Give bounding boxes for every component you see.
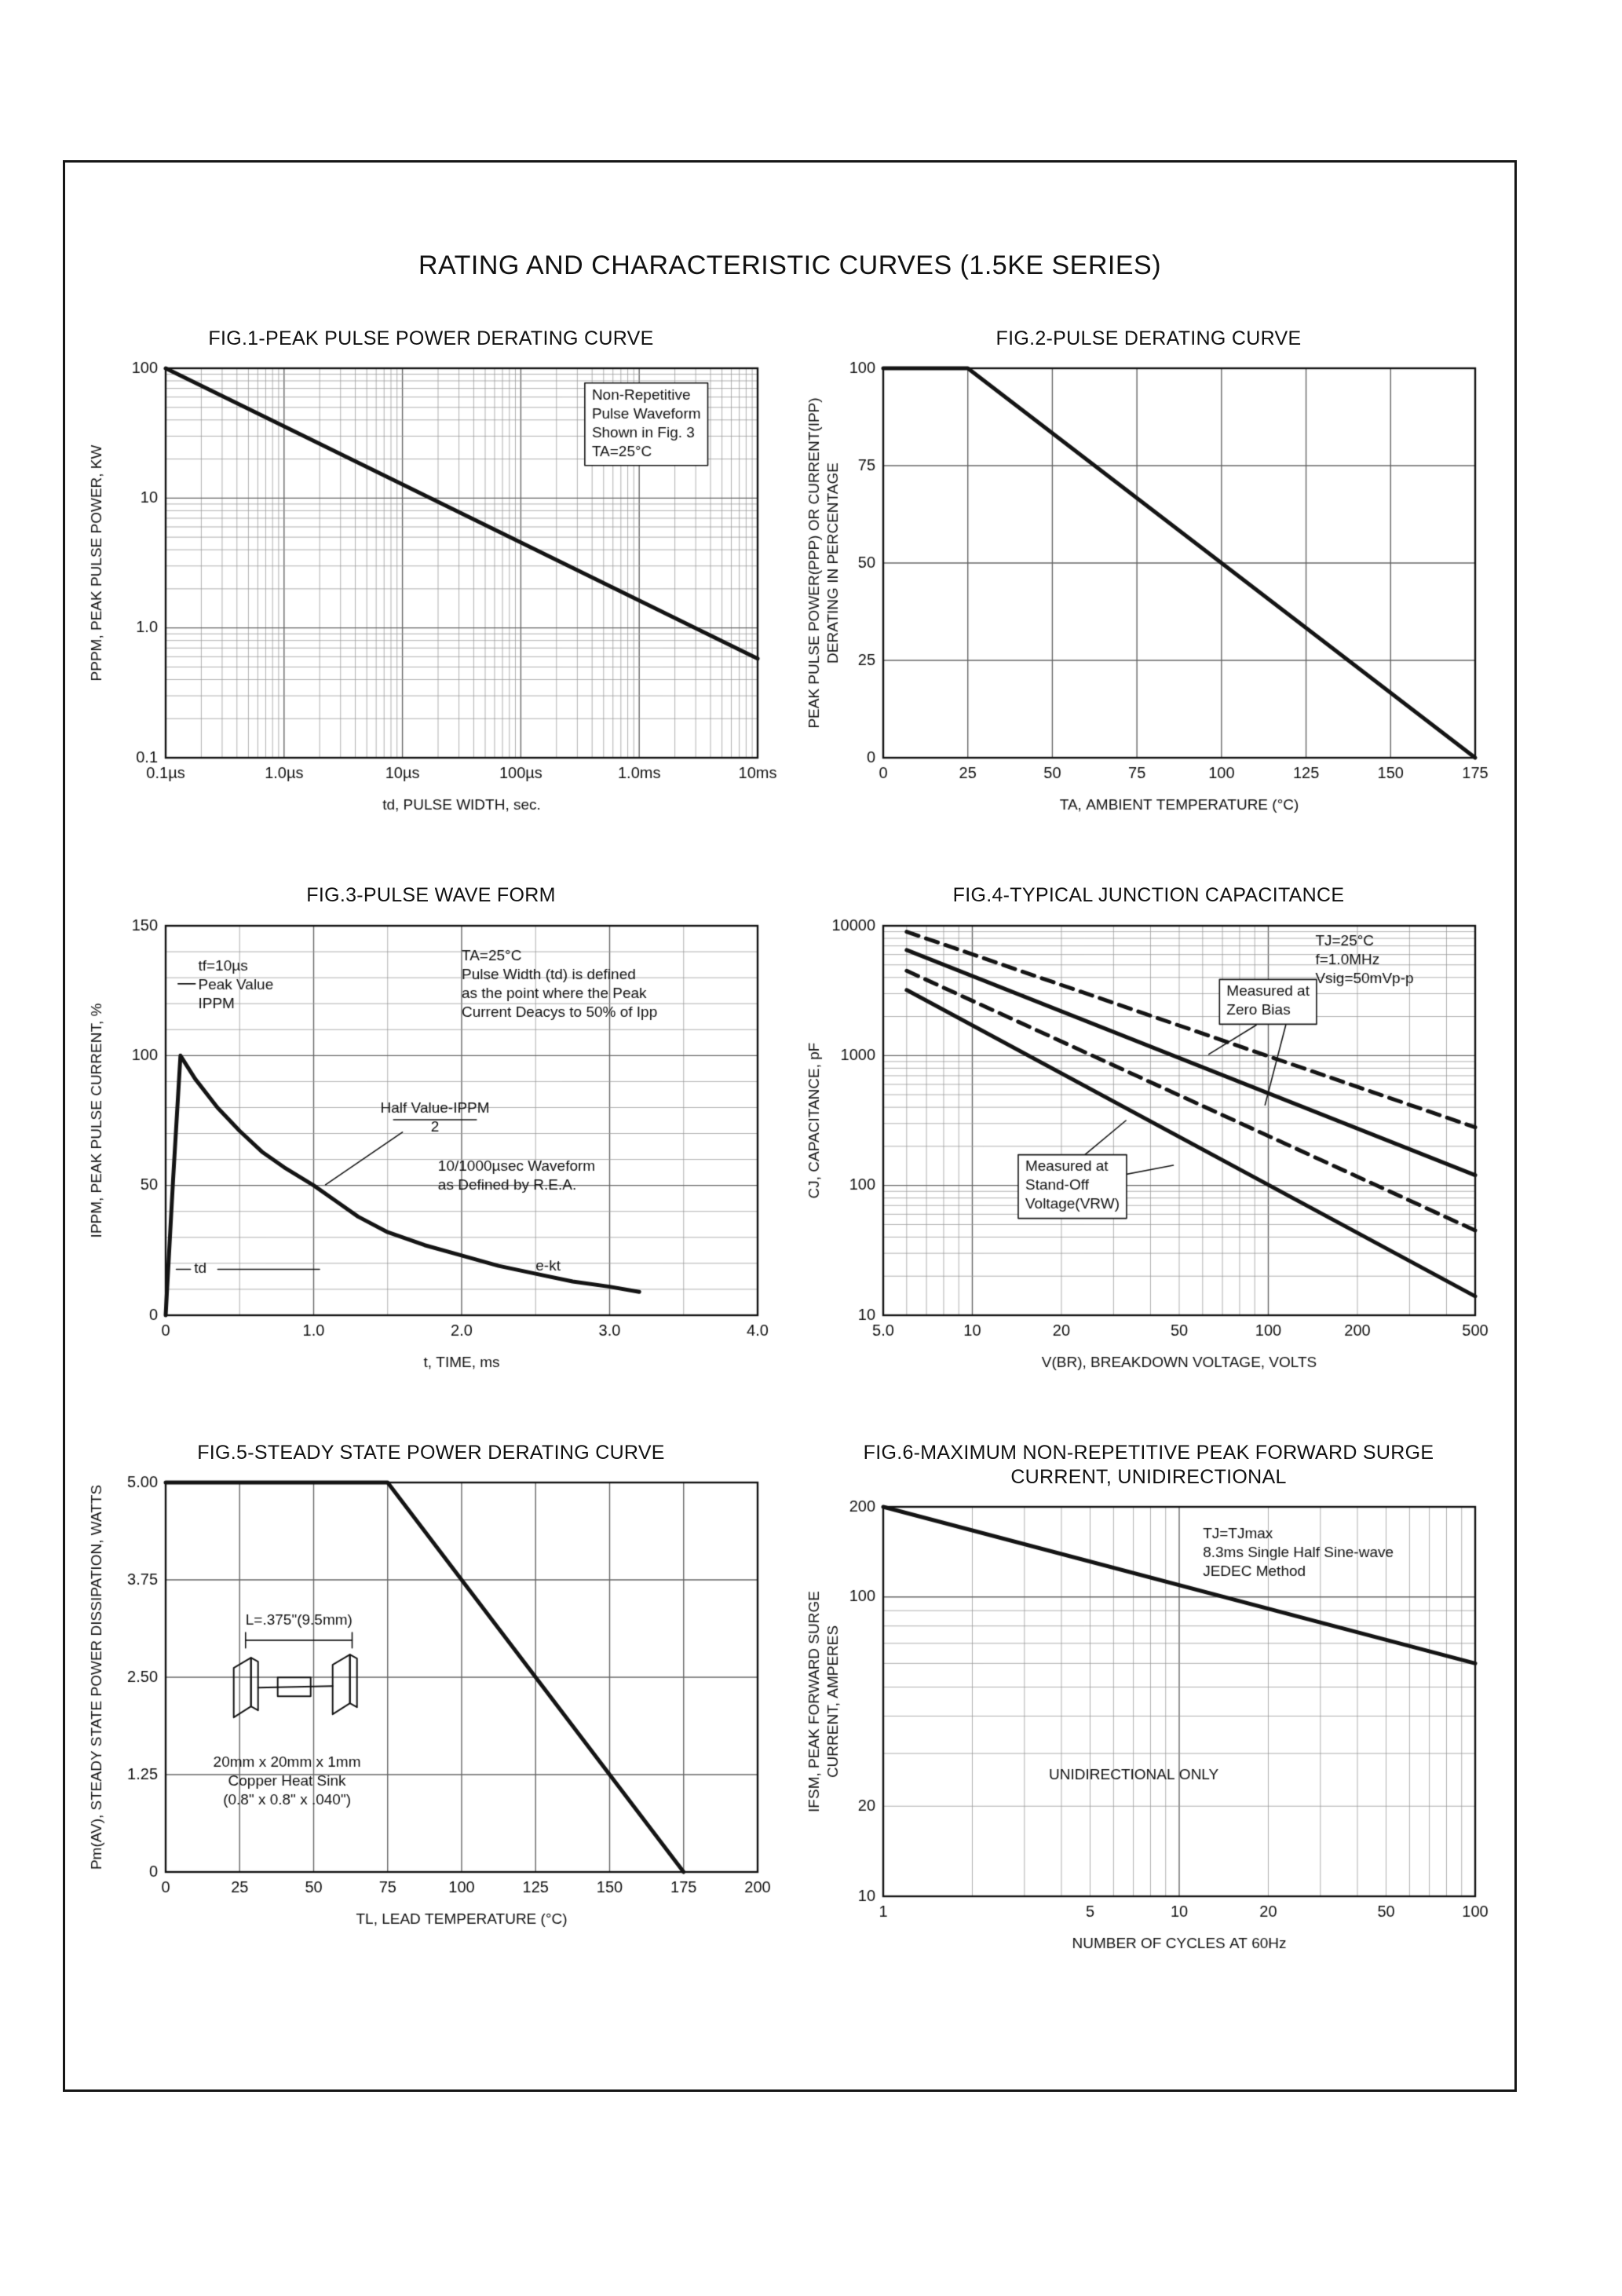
figure-5-title: FIG.5-STEADY STATE POWER DERATING CURVE — [197, 1441, 665, 1464]
figure-6-chart — [795, 1494, 1502, 1965]
figure-4: FIG.4-TYPICAL JUNCTION CAPACITANCE — [795, 883, 1502, 1384]
page-frame: RATING AND CHARACTERISTIC CURVES (1.5KE … — [63, 160, 1517, 2092]
figure-6: FIG.6-MAXIMUM NON-REPETITIVE PEAK FORWAR… — [795, 1441, 1502, 1965]
figure-1-chart — [78, 356, 784, 828]
figure-6-title: FIG.6-MAXIMUM NON-REPETITIVE PEAK FORWAR… — [863, 1441, 1434, 1488]
figure-3-chart — [78, 912, 784, 1384]
figure-3-title: FIG.3-PULSE WAVE FORM — [306, 884, 556, 907]
figure-1-title: FIG.1-PEAK PULSE POWER DERATING CURVE — [208, 327, 654, 349]
figures-grid: FIG.1-PEAK PULSE POWER DERATING CURVE FI… — [65, 327, 1514, 1965]
page-title: RATING AND CHARACTERISTIC CURVES (1.5KE … — [418, 250, 1162, 280]
figure-4-chart — [795, 912, 1502, 1384]
figure-5: FIG.5-STEADY STATE POWER DERATING CURVE — [78, 1441, 784, 1966]
figure-5-chart — [78, 1469, 784, 1941]
figure-2: FIG.2-PULSE DERATING CURVE — [795, 327, 1502, 828]
figure-2-chart — [795, 356, 1502, 828]
figure-2-title: FIG.2-PULSE DERATING CURVE — [995, 327, 1302, 349]
figure-1: FIG.1-PEAK PULSE POWER DERATING CURVE — [78, 327, 784, 828]
figure-3: FIG.3-PULSE WAVE FORM — [78, 883, 784, 1384]
figure-4-title: FIG.4-TYPICAL JUNCTION CAPACITANCE — [952, 884, 1345, 907]
